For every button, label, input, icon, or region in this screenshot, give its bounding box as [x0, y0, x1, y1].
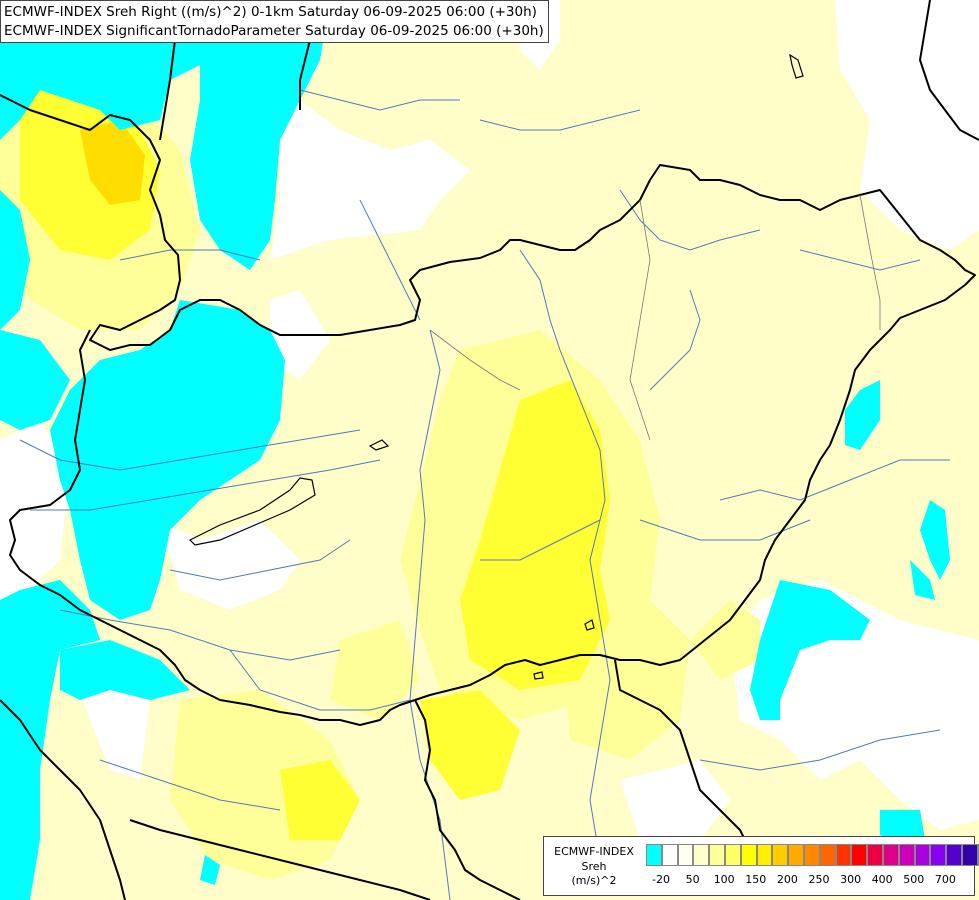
legend-swatch [756, 844, 773, 866]
legend-tick-label: 50 [685, 873, 700, 886]
legend-swatch [709, 844, 725, 866]
legend-tick-label: 500 [903, 873, 925, 886]
legend-swatches [646, 844, 979, 866]
legend-swatch [851, 844, 868, 866]
legend-title: ECMWF-INDEX Sreh (m/s)^2 [548, 845, 640, 889]
legend-swatch [930, 844, 947, 866]
legend-source: ECMWF-INDEX [554, 845, 634, 858]
legend-swatch [835, 844, 852, 866]
legend-tick-label: 150 [745, 873, 767, 886]
legend-swatch [898, 844, 915, 866]
title-line-1: ECMWF-INDEX Sreh Right ((m/s)^2) 0-1km S… [4, 4, 537, 20]
legend-swatch [819, 844, 836, 866]
legend-swatch [946, 844, 962, 866]
color-legend: ECMWF-INDEX Sreh (m/s)^2 -20 50 100 150 200 2… [543, 836, 979, 896]
map-title-box: ECMWF-INDEX Sreh Right ((m/s)^2) 0-1km S… [0, 0, 549, 43]
legend-swatch [882, 844, 899, 866]
legend-swatch [914, 844, 931, 866]
legend-swatch [693, 844, 710, 866]
yellow-core [20, 70, 610, 840]
legend-swatch [677, 844, 694, 866]
legend-swatch [646, 844, 662, 866]
legend-tick-label: 300 [840, 873, 862, 886]
legend-swatch [661, 844, 678, 866]
legend-swatch [740, 844, 757, 866]
legend-swatch [724, 844, 741, 866]
lakes [188, 53, 804, 680]
legend-tick-label: 100 [713, 873, 735, 886]
legend-tick-label: 700 [934, 873, 956, 886]
legend-ticks: -20 50 100 150 200 250 300 400 500 700 [544, 873, 974, 889]
legend-tick-label: 400 [871, 873, 893, 886]
legend-swatch [977, 844, 979, 866]
legend-tick-label: 250 [808, 873, 830, 886]
admin-lines [429, 194, 881, 441]
legend-swatch [961, 844, 978, 866]
rivers [19, 89, 950, 900]
legend-unit: (m/s)^2 [571, 874, 617, 887]
legend-swatch [772, 844, 789, 866]
legend-tick-label: -20 [652, 873, 670, 886]
title-line-2: ECMWF-INDEX SignificantTornadoParameter … [4, 23, 544, 39]
legend-swatch [867, 844, 883, 866]
legend-variable: Sreh [581, 859, 607, 873]
gold-spot [80, 120, 145, 205]
legend-tick-label: 200 [776, 873, 798, 886]
legend-swatch [803, 844, 820, 866]
legend-swatch [788, 844, 804, 866]
